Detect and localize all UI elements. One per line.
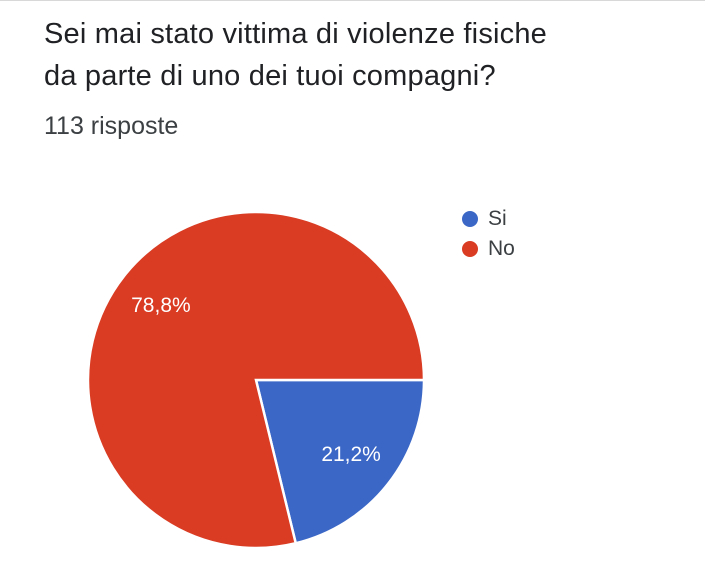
legend-label-no: No: [488, 237, 515, 260]
chart-legend: Si No: [462, 206, 515, 266]
pie-slice-no[interactable]: [86, 210, 426, 550]
legend-swatch-si-icon: [462, 211, 478, 227]
slice-label-si: 21,2%: [321, 443, 381, 466]
question-title: Sei mai stato vittima di violenze fisich…: [44, 18, 548, 92]
pie-chart: 21,2% 78,8%: [86, 210, 426, 550]
legend-item-no: No: [462, 236, 515, 262]
legend-label-si: Si: [488, 207, 507, 230]
legend-swatch-no-icon: [462, 241, 478, 257]
responses-count: 113 risposte: [44, 112, 179, 140]
pie-slice-si[interactable]: [254, 378, 426, 545]
slice-label-no: 78,8%: [131, 294, 191, 317]
legend-item-si: Si: [462, 206, 515, 232]
